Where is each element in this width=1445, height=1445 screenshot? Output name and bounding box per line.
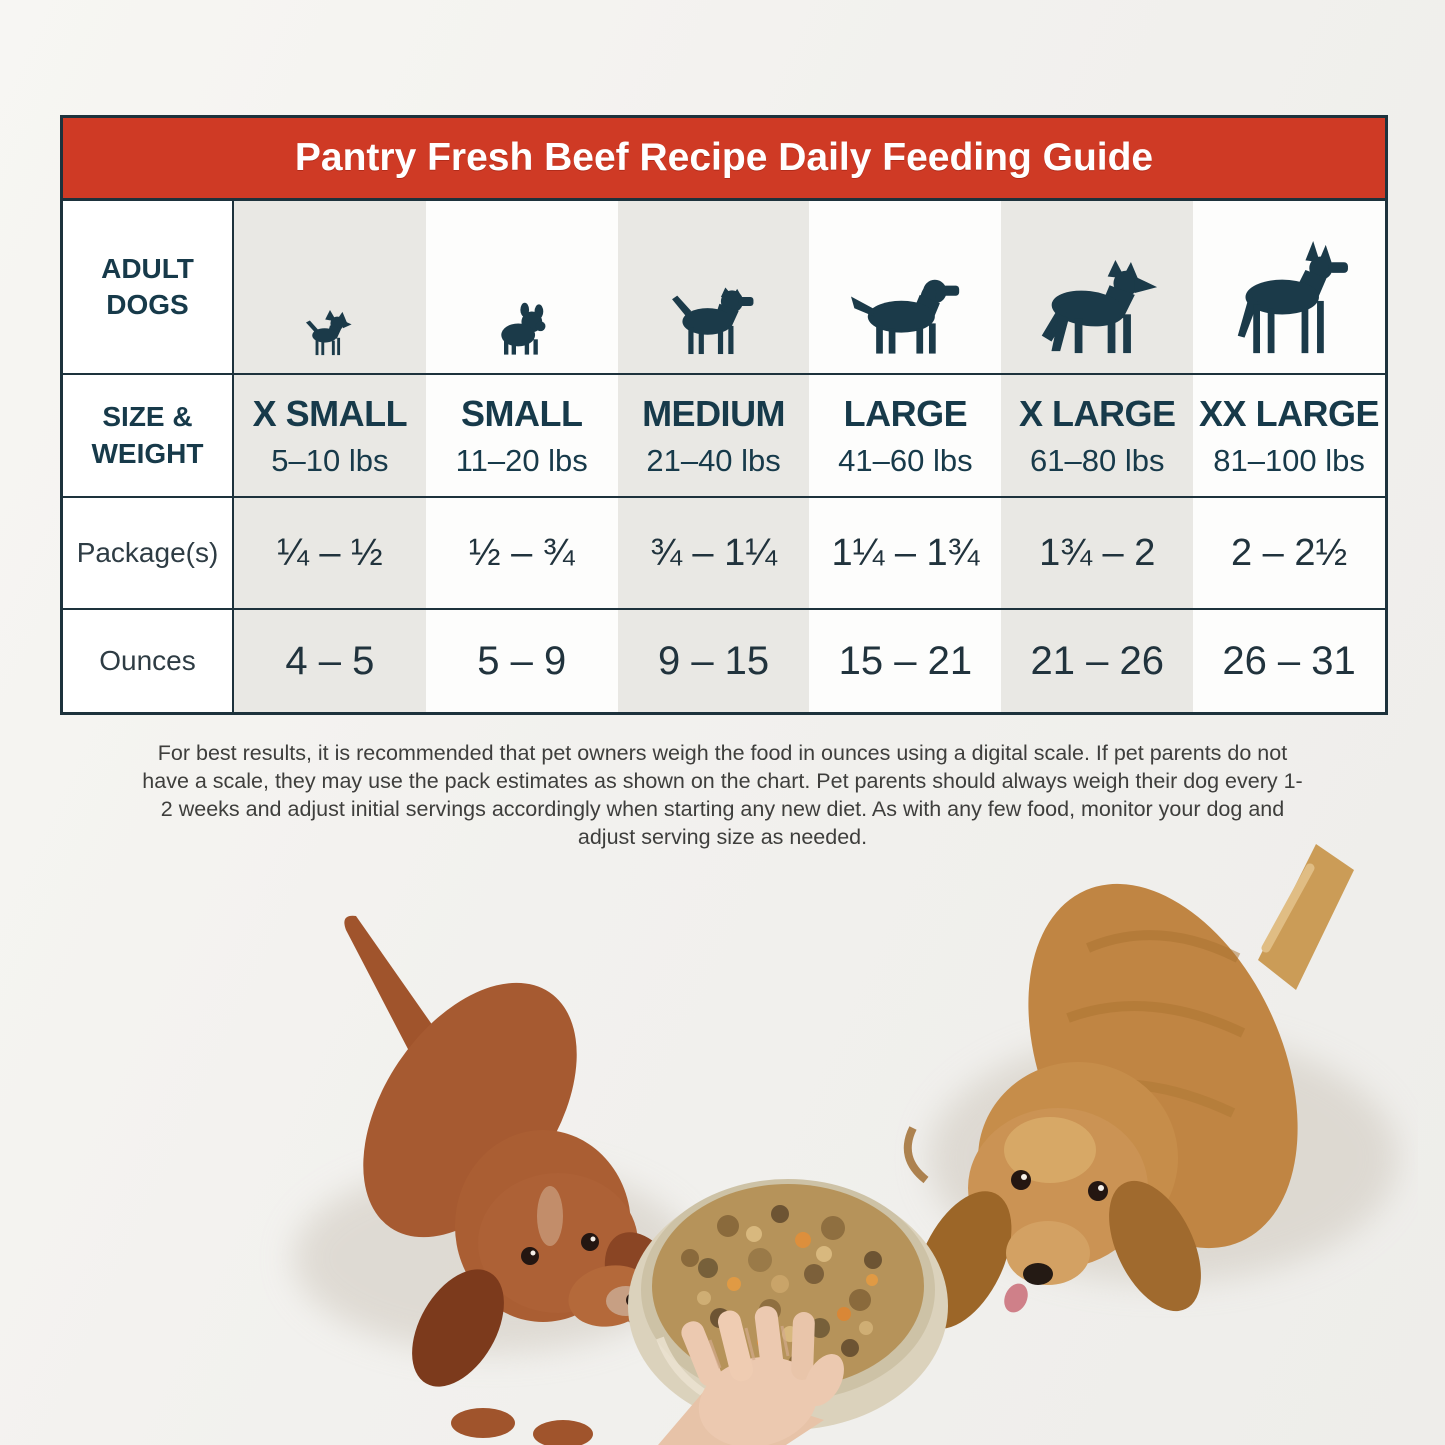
size-name: X LARGE: [1018, 392, 1176, 434]
french-bulldog-icon: [501, 302, 546, 355]
size-name: MEDIUM: [642, 392, 786, 434]
dog-icon-cell: [617, 201, 810, 373]
ounces-cell: 15 – 21: [809, 608, 1002, 712]
size-weight: 21–40 lbs: [646, 442, 781, 478]
size-weight: 41–60 lbs: [838, 442, 973, 478]
ounces-value: 21 – 26: [1030, 638, 1164, 683]
row-label-packages: Package(s): [63, 496, 234, 608]
package-cell: 2 – 2½: [1193, 496, 1385, 608]
size-weight: 61–80 lbs: [1030, 442, 1165, 478]
package-value: ¾ – 1¼: [650, 531, 777, 574]
ounces-cell: 26 – 31: [1193, 608, 1385, 712]
package-cell: ¾ – 1¼: [617, 496, 810, 608]
labrador-icon: [850, 279, 960, 354]
size-cell: X SMALL 5–10 lbs: [234, 373, 426, 496]
ounces-value: 5 – 9: [477, 638, 567, 683]
ounces-value: 4 – 5: [285, 638, 375, 683]
size-name: LARGE: [843, 392, 968, 434]
page-title: Pantry Fresh Beef Recipe Daily Feeding G…: [294, 136, 1154, 179]
size-cell: LARGE 41–60 lbs: [809, 373, 1002, 496]
table-title-bar: Pantry Fresh Beef Recipe Daily Feeding G…: [63, 118, 1385, 201]
size-cell: X LARGE 61–80 lbs: [1001, 373, 1194, 496]
row-label-ounces: Ounces: [63, 608, 234, 712]
row-label-text: ADULT DOGS: [101, 252, 194, 320]
feeding-guide-table: Pantry Fresh Beef Recipe Daily Feeding G…: [60, 115, 1388, 715]
package-value: ½ – ¾: [468, 531, 575, 574]
great-dane-icon: [1237, 241, 1349, 354]
row-label-size-weight: SIZE & WEIGHT: [63, 373, 234, 496]
feeding-note: For best results, it is recommended that…: [142, 741, 1303, 849]
dog-icon-cell: [425, 201, 618, 373]
package-cell: 1¾ – 2: [1001, 496, 1194, 608]
dachshund-left: [344, 915, 688, 1445]
package-value: 1¾ – 2: [1039, 531, 1156, 574]
package-cell: 1¼ – 1¾: [809, 496, 1002, 608]
size-name: SMALL: [461, 392, 583, 434]
row-label-text: SIZE & WEIGHT: [91, 401, 204, 469]
dog-icon-cell: [234, 201, 426, 373]
size-weight: 11–20 lbs: [455, 442, 588, 478]
package-value: 2 – 2½: [1230, 531, 1348, 574]
package-cell: ¼ – ½: [234, 496, 426, 608]
ounces-value: 15 – 21: [838, 638, 973, 683]
row-label-adult-dogs: ADULT DOGS: [63, 201, 234, 373]
size-name: XX LARGE: [1199, 392, 1380, 434]
size-cell: SMALL 11–20 lbs: [425, 373, 618, 496]
dog-icon-cell: [1193, 201, 1385, 373]
ounces-cell: 4 – 5: [234, 608, 426, 712]
package-value: ¼ – ½: [277, 531, 383, 574]
ounces-value: 26 – 31: [1222, 638, 1356, 683]
dog-icon-cell: [809, 201, 1002, 373]
dogs-photo: [293, 844, 1398, 1445]
dachshund-right: [903, 844, 1354, 1329]
row-label-text: Ounces: [99, 645, 196, 676]
size-cell: MEDIUM 21–40 lbs: [617, 373, 810, 496]
ounces-cell: 5 – 9: [425, 608, 618, 712]
ounces-cell: 9 – 15: [617, 608, 810, 712]
row-label-text: Package(s): [76, 537, 219, 568]
ounces-cell: 21 – 26: [1001, 608, 1194, 712]
dog-icon-cell: [1001, 201, 1194, 373]
size-weight: 81–100 lbs: [1213, 442, 1365, 478]
ounces-value: 9 – 15: [657, 638, 770, 683]
german-shepherd-icon: [1041, 260, 1158, 354]
size-weight: 5–10 lbs: [271, 442, 389, 478]
size-name: X SMALL: [252, 392, 408, 434]
size-cell: XX LARGE 81–100 lbs: [1193, 373, 1385, 496]
feeding-guide-grid: ADULT DOGS: [63, 201, 1385, 712]
package-cell: ½ – ¾: [425, 496, 618, 608]
hand: [658, 1306, 844, 1445]
chihuahua-icon: [306, 309, 352, 356]
package-value: 1¼ – 1¾: [831, 531, 980, 574]
pit-bull-icon: [672, 287, 754, 355]
